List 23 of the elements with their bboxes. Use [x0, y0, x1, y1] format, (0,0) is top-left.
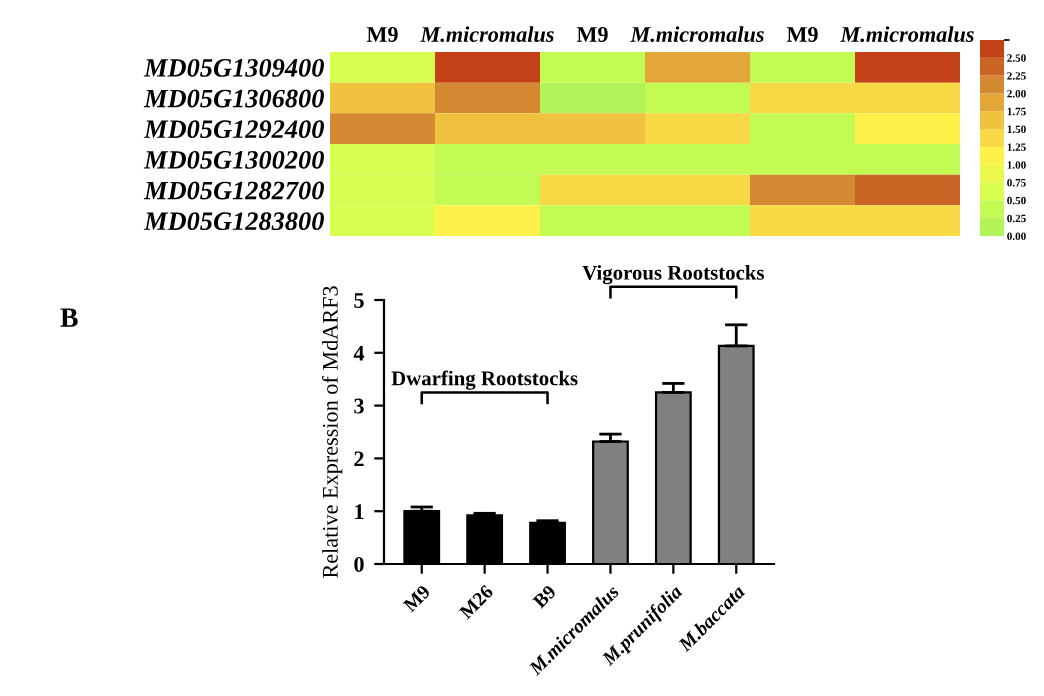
annotation: Dwarfing Rootstocks	[391, 370, 578, 390]
y-tick-label: MD05G1309400	[143, 58, 324, 77]
x-tick-label: M9	[402, 584, 431, 613]
x-tick-label: M.micromalus	[420, 26, 554, 43]
y-tick-label: MD05G1300200	[143, 150, 324, 169]
y-tick-label: 4	[353, 345, 365, 361]
y-tick-label: 3	[354, 398, 364, 414]
x-tick-label: M.micromalus	[630, 26, 764, 43]
text: B	[60, 308, 78, 327]
y-tick-label: 1	[355, 504, 364, 519]
x-tick-label: M9	[576, 27, 608, 42]
y-tick-label: MD05G1282700	[143, 181, 324, 200]
x-tick-label: M9	[366, 27, 398, 42]
y-tick-label: MD05G1292400	[143, 120, 324, 139]
y-tick-label: MD05G1306800	[143, 89, 324, 108]
y-tick-label: MD05G1283800	[143, 212, 324, 231]
y-tick-label: 0	[354, 556, 364, 572]
y-tick-label: 2	[354, 451, 364, 467]
y-tick-label: 5	[354, 293, 364, 308]
text: Vigorous Rootstocks	[582, 265, 764, 285]
x-tick-label: M.micromalus	[840, 26, 974, 43]
y-axis-title: Relative Expression of MdARF3	[321, 286, 343, 578]
x-tick-label: M9	[786, 27, 818, 42]
